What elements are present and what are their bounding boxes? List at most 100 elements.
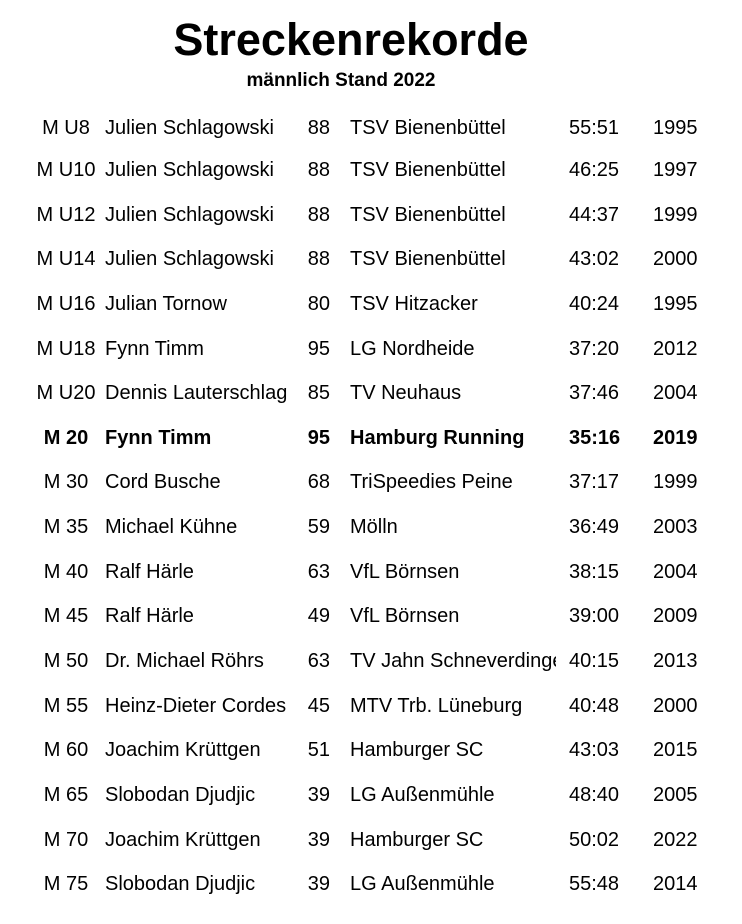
- age-cell: 88: [307, 248, 330, 271]
- club-cell: TV Neuhaus: [350, 382, 462, 405]
- time-cell: 43:03: [569, 739, 620, 762]
- year-cell: 2000: [653, 694, 698, 717]
- year-cell: 1995: [653, 117, 698, 139]
- time-cell: 44:37: [569, 203, 620, 226]
- class-cell: M U8: [42, 117, 90, 139]
- time-cell: 39:00: [569, 605, 620, 628]
- table-row: M U12 Julien Schlagowski 88 TSV Bienenbütte…: [0, 193, 742, 238]
- page-title: Streckenrekorde: [173, 14, 529, 65]
- year-cell: 2012: [653, 337, 698, 360]
- records-table: M U8 Julien Schlagowski 88 TSV Bienenbüttel…: [0, 106, 742, 907]
- age-cell: 88: [307, 203, 330, 226]
- club-cell: LG Nordheide: [350, 337, 475, 360]
- club-cell: TriSpeedies Peine: [350, 471, 513, 494]
- club-cell: TSV Bienenbüttel: [350, 248, 506, 271]
- time-cell: 37:17: [569, 471, 620, 494]
- time-cell: 40:48: [569, 694, 620, 717]
- club-cell: LG Außenmühle: [350, 873, 495, 896]
- table-row: M U20 Dennis Lauterschlag 85 TV Neuhaus 37:4…: [0, 371, 742, 416]
- club-cell: TSV Bienenbüttel: [350, 203, 506, 226]
- age-cell: 63: [307, 560, 330, 583]
- class-cell: M 60: [43, 739, 89, 762]
- class-cell: M U12: [36, 203, 96, 226]
- age-cell: 49: [307, 605, 330, 628]
- name-cell: Slobodan Djudjic: [105, 873, 256, 896]
- age-cell: 88: [307, 159, 330, 181]
- age-cell: 95: [307, 426, 330, 449]
- table-row: M 50 Dr. Michael Röhrs 63 TV Jahn Schneverd…: [0, 639, 742, 684]
- time-cell: 35:16: [569, 426, 621, 449]
- year-cell: 2003: [653, 516, 698, 539]
- year-cell: 1999: [653, 471, 698, 494]
- time-cell: 40:24: [569, 292, 620, 315]
- name-cell: Dennis Lauterschlag: [105, 382, 288, 405]
- name-cell: Julien Schlagowski: [105, 203, 274, 226]
- age-cell: 88: [307, 117, 330, 139]
- year-cell: 2022: [653, 828, 698, 851]
- club-cell: Hamburg Running: [350, 426, 525, 449]
- name-cell: Julien Schlagowski: [105, 248, 274, 271]
- class-cell: M U16: [36, 292, 96, 315]
- club-cell: VfL Börnsen: [350, 560, 460, 583]
- year-cell: 1999: [653, 203, 698, 226]
- year-cell: 1995: [653, 292, 698, 315]
- table-row: M 35 Michael Kühne 59 Mölln 36:49 2003: [0, 505, 742, 550]
- club-cell: TV Jahn Schneverdingen: [350, 650, 556, 673]
- age-cell: 39: [307, 873, 330, 896]
- year-cell: 2019: [653, 426, 698, 449]
- age-cell: 45: [307, 694, 330, 717]
- time-cell: 37:20: [569, 337, 620, 360]
- time-cell: 50:02: [569, 828, 620, 851]
- club-cell: VfL Börnsen: [350, 605, 460, 628]
- name-cell: Michael Kühne: [105, 516, 238, 539]
- table-row: M U14 Julien Schlagowski 88 TSV Bienenbütte…: [0, 237, 742, 282]
- class-cell: M 75: [43, 873, 89, 896]
- time-cell: 37:46: [569, 382, 620, 405]
- class-cell: M 45: [43, 605, 89, 628]
- age-cell: 95: [307, 337, 330, 360]
- name-cell: Slobodan Djudjic: [105, 783, 256, 806]
- club-cell: TSV Hitzacker: [350, 292, 478, 315]
- table-row: M 65 Slobodan Djudjic 39 LG Außenmühle 48:40…: [0, 773, 742, 818]
- page-subtitle: männlich Stand 2022: [246, 70, 436, 91]
- age-cell: 68: [307, 471, 330, 494]
- name-cell: Fynn Timm: [105, 426, 212, 449]
- table-row: M U8 Julien Schlagowski 88 TSV Bienenbüttel…: [0, 106, 742, 148]
- age-cell: 39: [307, 828, 330, 851]
- year-cell: 2004: [653, 382, 698, 405]
- name-cell: Joachim Krüttgen: [105, 739, 261, 762]
- year-cell: 2000: [653, 248, 698, 271]
- age-cell: 85: [307, 382, 330, 405]
- class-cell: M 70: [43, 828, 89, 851]
- club-cell: Mölln: [350, 516, 398, 539]
- table-row: M 70 Joachim Krüttgen 39 Hamburger SC 50:02 2…: [0, 818, 742, 863]
- club-cell: TSV Bienenbüttel: [350, 117, 506, 139]
- year-cell: 2013: [653, 650, 698, 673]
- name-cell: Joachim Krüttgen: [105, 828, 261, 851]
- class-cell: M 65: [43, 783, 89, 806]
- club-cell: LG Außenmühle: [350, 783, 495, 806]
- time-cell: 36:49: [569, 516, 620, 539]
- name-cell: Julian Tornow: [105, 292, 227, 315]
- table-row: M U18 Fynn Timm 95 LG Nordheide 37:20 2012: [0, 327, 742, 372]
- class-cell: M 35: [43, 516, 89, 539]
- age-cell: 80: [307, 292, 330, 315]
- club-cell: MTV Trb. Lüneburg: [350, 694, 523, 717]
- class-cell: M U20: [36, 382, 96, 405]
- time-cell: 55:48: [569, 873, 620, 896]
- age-cell: 51: [307, 739, 330, 762]
- club-cell: Hamburger SC: [350, 828, 484, 851]
- table-row: M 45 Ralf Härle 49 VfL Börnsen 39:00 2009: [0, 594, 742, 639]
- time-cell: 55:51: [569, 117, 620, 139]
- table-row: M 75 Slobodan Djudjic 39 LG Außenmühle 55:48…: [0, 862, 742, 907]
- year-cell: 2014: [653, 873, 698, 896]
- year-cell: 2015: [653, 739, 698, 762]
- time-cell: 46:25: [569, 159, 620, 181]
- year-cell: 2009: [653, 605, 698, 628]
- table-row: M 55 Heinz-Dieter Cordes 45 MTV Trb. Lünebu…: [0, 684, 742, 729]
- table-row: M U10 Julien Schlagowski 88 TSV Bienenbütte…: [0, 148, 742, 193]
- class-cell: M 30: [43, 471, 89, 494]
- time-cell: 40:15: [569, 650, 620, 673]
- age-cell: 59: [307, 516, 330, 539]
- class-cell: M 50: [43, 650, 89, 673]
